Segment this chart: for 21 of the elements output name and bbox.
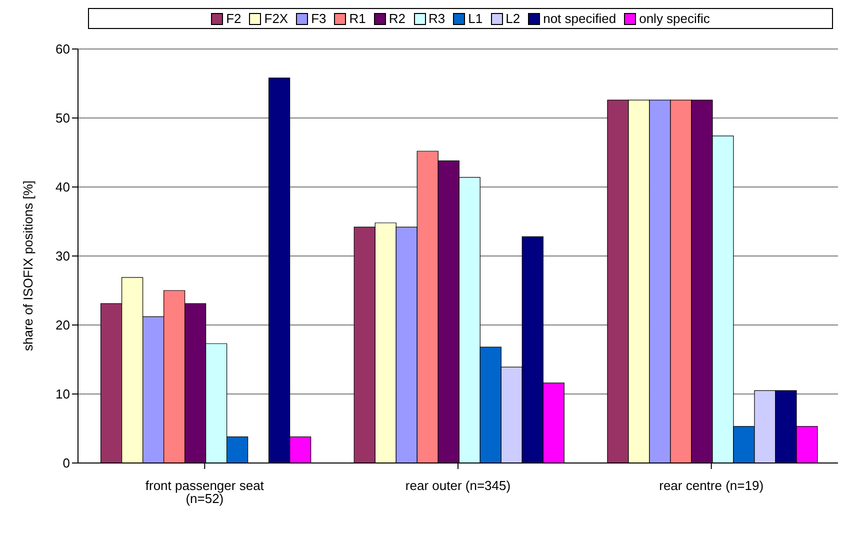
x-tick-label: rear centre (n=19) xyxy=(659,478,764,494)
legend-label: only specific xyxy=(638,11,710,26)
y-tick-label: 20 xyxy=(56,318,70,333)
legend-label: L1 xyxy=(467,11,483,26)
legend-label: L2 xyxy=(504,11,520,26)
legend-label: not specified xyxy=(542,11,616,26)
y-tick-label: 0 xyxy=(62,456,70,471)
y-tick-label: 30 xyxy=(56,248,70,264)
y-tick-label: 60 xyxy=(56,42,70,57)
legend-label: R3 xyxy=(428,11,446,26)
y-tick-label: 50 xyxy=(56,110,70,126)
legend-label: R2 xyxy=(388,11,406,26)
x-tick-label: rear outer (n=345) xyxy=(405,478,511,494)
x-tick-label: front passenger seat (n=52) xyxy=(145,478,264,506)
y-tick-label: 10 xyxy=(56,386,70,402)
y-axis-title: share of ISOFIX positions [%] xyxy=(20,180,36,351)
y-tick-label: 40 xyxy=(56,180,70,195)
legend-label: R1 xyxy=(348,11,366,26)
legend-label: F2 xyxy=(225,11,242,26)
legend-label: F3 xyxy=(310,11,326,26)
legend-label: F2X xyxy=(263,11,288,26)
